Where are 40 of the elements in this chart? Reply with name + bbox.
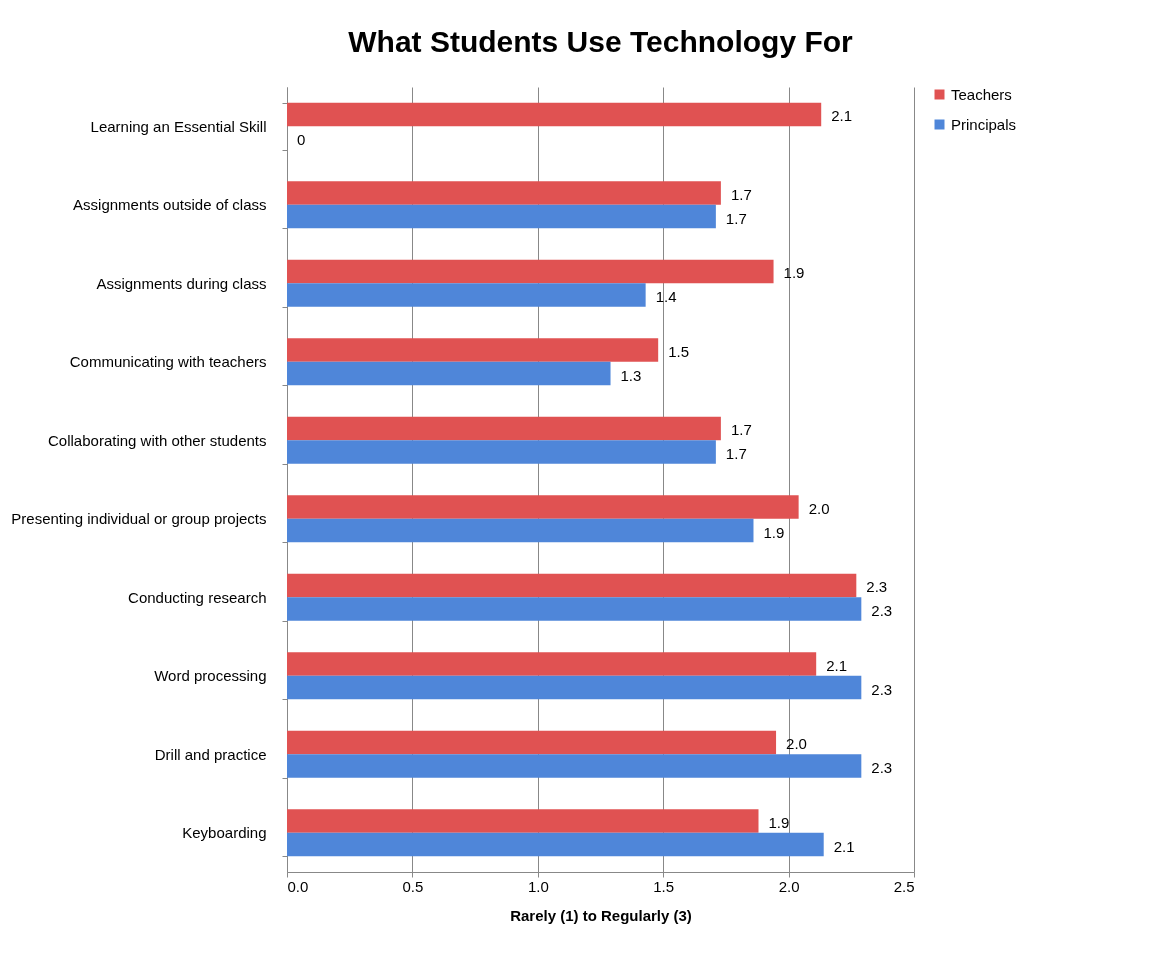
y-tick-label: Presenting individual or group projects	[11, 510, 267, 528]
data-label: 2.3	[866, 578, 888, 596]
y-tick-label: Assignments during class	[96, 274, 267, 292]
y-tick-label: Learning an Essential Skill	[90, 117, 267, 135]
data-label: 1.4	[655, 288, 677, 306]
y-tick-label: Communicating with teachers	[69, 353, 267, 371]
y-tick-label: Drill and practice	[154, 745, 267, 763]
data-label: 1.9	[768, 813, 790, 831]
data-label: 1.7	[730, 185, 752, 203]
data-label: 2.1	[826, 656, 848, 674]
data-label: 2.3	[871, 680, 893, 698]
data-label: 1.7	[725, 445, 747, 463]
x-tick-label: 2.5	[893, 877, 915, 895]
data-label: 2.0	[786, 735, 807, 753]
y-tick-label: Conducting research	[128, 588, 267, 606]
data-label: 2.1	[831, 107, 853, 125]
x-tick-label: 1.0	[527, 877, 549, 895]
data-label: 2.3	[871, 759, 893, 777]
chart-title: What Students Use Technology For	[348, 25, 854, 58]
y-tick-label: Collaborating with other students	[48, 431, 267, 449]
data-label: 1.9	[783, 264, 805, 282]
data-label: 1.3	[620, 366, 642, 384]
y-tick-label: Keyboarding	[182, 824, 267, 842]
legend-label: Principals	[951, 115, 1017, 133]
data-label: 1.7	[730, 421, 752, 439]
data-label: 0	[297, 131, 306, 149]
x-tick-label: 1.5	[653, 877, 675, 895]
data-label: 1.5	[668, 342, 690, 360]
x-tick-label: 2.0	[778, 877, 800, 895]
data-label: 2.1	[833, 837, 855, 855]
data-label: 1.9	[763, 523, 785, 541]
data-label: 2.3	[871, 602, 893, 620]
y-tick-label: Word processing	[154, 667, 267, 685]
x-axis-title: Rarely (1) to Regularly (3)	[510, 906, 692, 924]
y-tick-label: Assignments outside of class	[73, 196, 267, 214]
data-label: 2.0	[808, 499, 830, 517]
x-tick-label: 0.0	[287, 877, 309, 895]
legend-label: Teachers	[951, 85, 1012, 103]
x-tick-label: 0.5	[402, 877, 424, 895]
data-label: 1.7	[725, 209, 747, 227]
